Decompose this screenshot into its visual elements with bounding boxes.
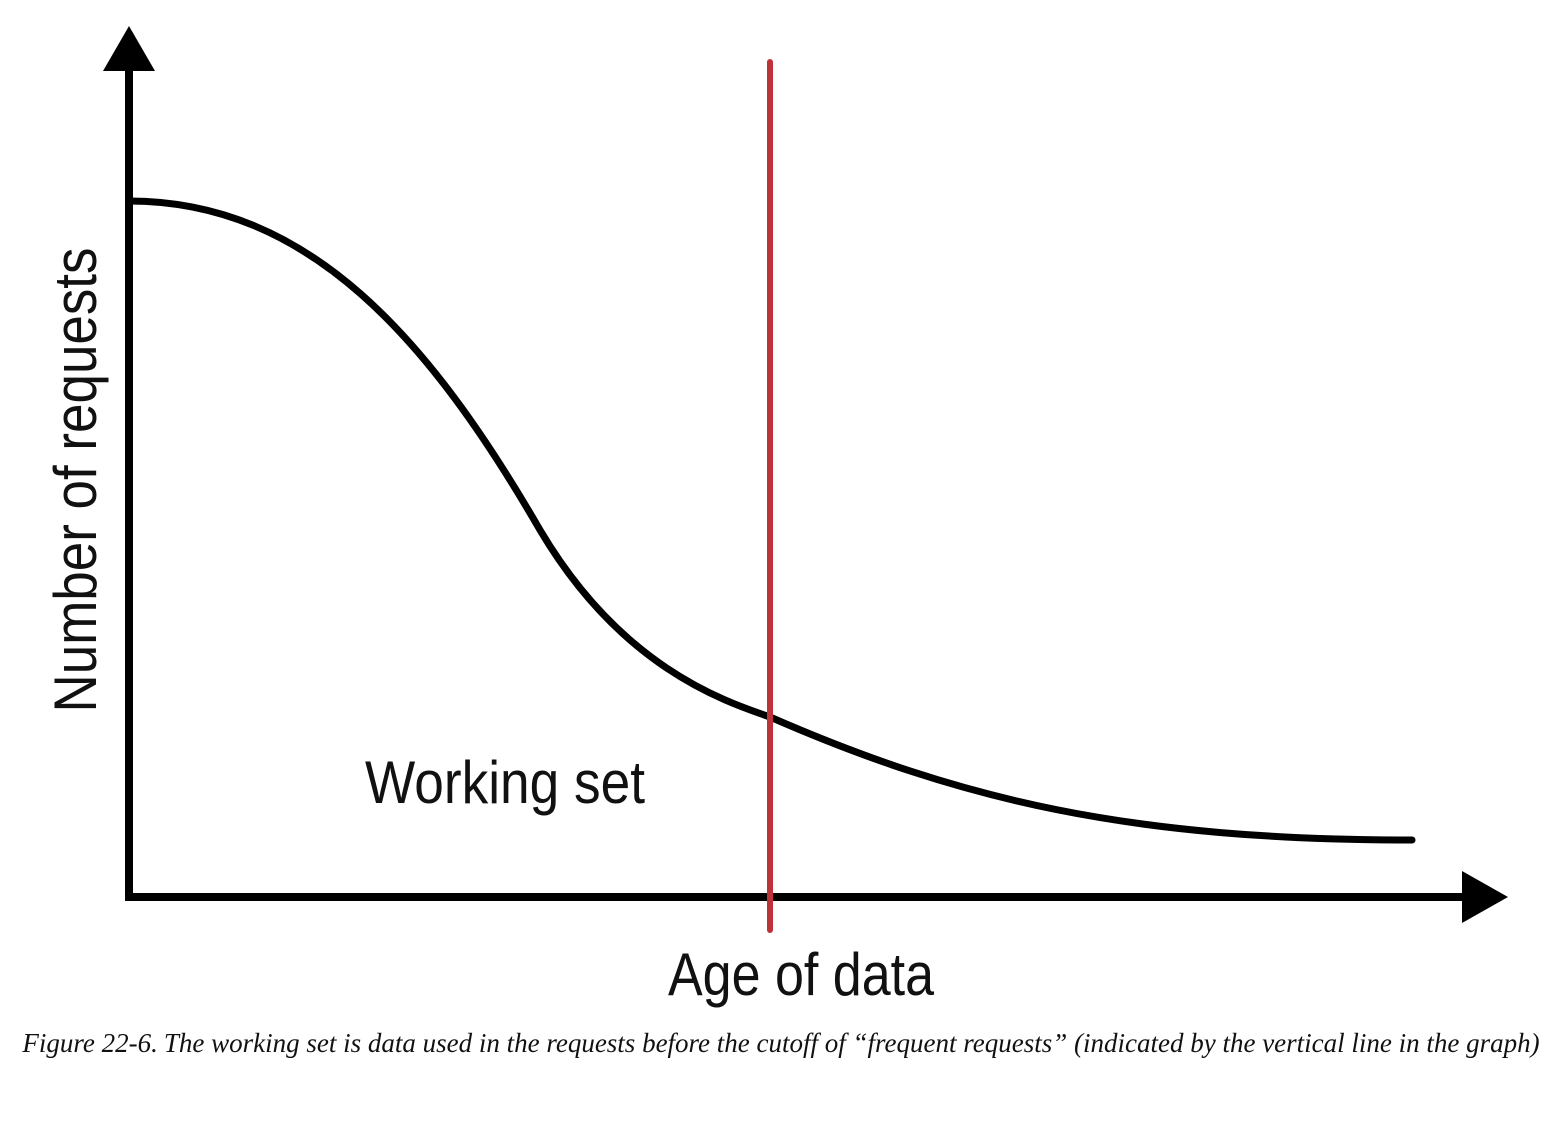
request-frequency-curve: [125, 197, 1416, 844]
x-axis-label: Age of data: [668, 941, 935, 1008]
y-axis-arrowhead: [103, 26, 155, 71]
working-set-label: Working set: [365, 749, 645, 816]
y-axis-label: Number of requests: [42, 248, 109, 713]
caption-text: The working set is data used in the requ…: [163, 1028, 1540, 1058]
caption-figure-number: Figure 22-6.: [22, 1028, 158, 1058]
figure-caption: Figure 22-6. The working set is data used…: [20, 1026, 1542, 1060]
working-set-diagram: Number of requests Working set Age of da…: [42, 26, 1508, 1008]
x-axis-arrowhead: [1462, 871, 1508, 923]
